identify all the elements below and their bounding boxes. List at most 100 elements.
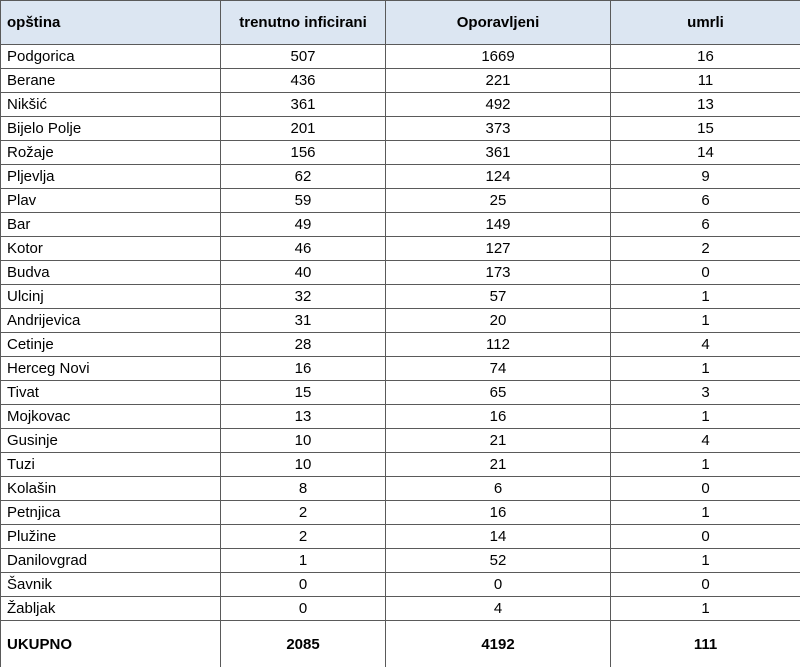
column-header: umrli: [610, 0, 800, 45]
municipality: Ulcinj: [0, 284, 221, 309]
total-cell: 4192: [385, 620, 611, 667]
count-cell: 1: [610, 596, 800, 621]
municipality: Herceg Novi: [0, 356, 221, 381]
column-header: opština: [0, 0, 221, 45]
table-row: Rožaje 156 361 14: [0, 140, 800, 165]
count-cell: 127: [385, 236, 611, 261]
municipality: Rožaje: [0, 140, 221, 165]
municipality: Šavnik: [0, 572, 221, 597]
count-cell: 373: [385, 116, 611, 141]
count-cell: 13: [220, 404, 386, 429]
count-cell: 28: [220, 332, 386, 357]
total-cell: 2085: [220, 620, 386, 667]
table-row: Tuzi 10 21 1: [0, 452, 800, 477]
table-row: Bar 49 149 6: [0, 212, 800, 237]
municipality: Bar: [0, 212, 221, 237]
count-cell: 11: [610, 68, 800, 93]
count-cell: 52: [385, 548, 611, 573]
count-cell: 124: [385, 164, 611, 189]
table-row: Danilovgrad 1 52 1: [0, 548, 800, 573]
table-row: Plav 59 25 6: [0, 188, 800, 213]
count-cell: 21: [385, 452, 611, 477]
count-cell: 507: [220, 44, 386, 69]
count-cell: 13: [610, 92, 800, 117]
count-cell: 221: [385, 68, 611, 93]
count-cell: 20: [385, 308, 611, 333]
table-row: Herceg Novi 16 74 1: [0, 356, 800, 381]
count-cell: 2: [610, 236, 800, 261]
table-row: Tivat 15 65 3: [0, 380, 800, 405]
table-row: Pljevlja 62 124 9: [0, 164, 800, 189]
table-row: Andrijevica 31 20 1: [0, 308, 800, 333]
table-row: Podgorica 507 1669 16: [0, 44, 800, 69]
count-cell: 16: [220, 356, 386, 381]
table-row: Šavnik 0 0 0: [0, 572, 800, 597]
count-cell: 6: [610, 188, 800, 213]
municipality: Petnjica: [0, 500, 221, 525]
municipality: Tivat: [0, 380, 221, 405]
count-cell: 156: [220, 140, 386, 165]
count-cell: 16: [610, 44, 800, 69]
count-cell: 46: [220, 236, 386, 261]
count-cell: 4: [385, 596, 611, 621]
count-cell: 31: [220, 308, 386, 333]
count-cell: 40: [220, 260, 386, 285]
count-cell: 0: [610, 260, 800, 285]
count-cell: 2: [220, 500, 386, 525]
table-row: Kotor 46 127 2: [0, 236, 800, 261]
total-label: UKUPNO: [0, 620, 221, 667]
count-cell: 1: [220, 548, 386, 573]
count-cell: 9: [610, 164, 800, 189]
count-cell: 32: [220, 284, 386, 309]
count-cell: 65: [385, 380, 611, 405]
municipality: Andrijevica: [0, 308, 221, 333]
count-cell: 492: [385, 92, 611, 117]
total-cell: 111: [610, 620, 800, 667]
municipality: Bijelo Polje: [0, 116, 221, 141]
count-cell: 1: [610, 284, 800, 309]
count-cell: 15: [220, 380, 386, 405]
table-row: Žabljak 0 4 1: [0, 596, 800, 621]
count-cell: 1: [610, 548, 800, 573]
table-body: Podgorica 507 1669 16 Berane 436 221 11 Nikšić 36…: [0, 44, 800, 621]
count-cell: 361: [385, 140, 611, 165]
count-cell: 4: [610, 332, 800, 357]
count-cell: 62: [220, 164, 386, 189]
count-cell: 0: [220, 572, 386, 597]
municipality: Nikšić: [0, 92, 221, 117]
municipality: Podgorica: [0, 44, 221, 69]
municipality: Tuzi: [0, 452, 221, 477]
municipality: Žabljak: [0, 596, 221, 621]
table-row: Cetinje 28 112 4: [0, 332, 800, 357]
count-cell: 1: [610, 308, 800, 333]
table-row: Budva 40 173 0: [0, 260, 800, 285]
count-cell: 2: [220, 524, 386, 549]
count-cell: 10: [220, 452, 386, 477]
count-cell: 6: [385, 476, 611, 501]
count-cell: 14: [610, 140, 800, 165]
municipality: Pljevlja: [0, 164, 221, 189]
table-row: Ulcinj 32 57 1: [0, 284, 800, 309]
municipality: Plav: [0, 188, 221, 213]
table-row: Nikšić 361 492 13: [0, 92, 800, 117]
count-cell: 149: [385, 212, 611, 237]
table-row: Plužine 2 14 0: [0, 524, 800, 549]
count-cell: 173: [385, 260, 611, 285]
column-header: trenutno inficirani: [220, 0, 386, 45]
count-cell: 1669: [385, 44, 611, 69]
municipality: Danilovgrad: [0, 548, 221, 573]
municipality: Plužine: [0, 524, 221, 549]
table-row: Gusinje 10 21 4: [0, 428, 800, 453]
count-cell: 16: [385, 404, 611, 429]
count-cell: 0: [610, 476, 800, 501]
municipality: Mojkovac: [0, 404, 221, 429]
count-cell: 14: [385, 524, 611, 549]
count-cell: 361: [220, 92, 386, 117]
count-cell: 1: [610, 452, 800, 477]
count-cell: 8: [220, 476, 386, 501]
count-cell: 59: [220, 188, 386, 213]
count-cell: 4: [610, 428, 800, 453]
municipality: Berane: [0, 68, 221, 93]
